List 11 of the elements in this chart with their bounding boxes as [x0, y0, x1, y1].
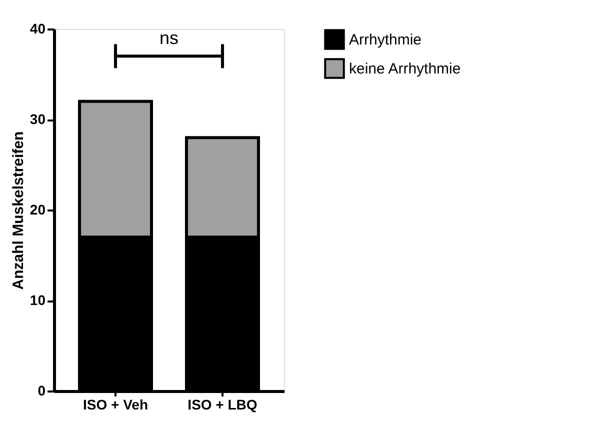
y-tick-label: 0	[38, 382, 46, 398]
y-tick-label: 10	[30, 292, 46, 308]
x-tick-label: ISO + LBQ	[188, 396, 258, 412]
annotation: ns	[159, 28, 179, 48]
y-tick-label: 20	[30, 202, 46, 218]
y-axis-title: Anzahl Muskelstreifen	[10, 131, 27, 290]
y-tick-label: 40	[30, 20, 46, 36]
legend-label: Arrhythmie	[349, 32, 422, 48]
legend-label: keine Arrhythmie	[349, 60, 461, 78]
x-tick-label: ISO + Veh	[83, 396, 148, 412]
y-tick-label: 30	[30, 111, 46, 127]
